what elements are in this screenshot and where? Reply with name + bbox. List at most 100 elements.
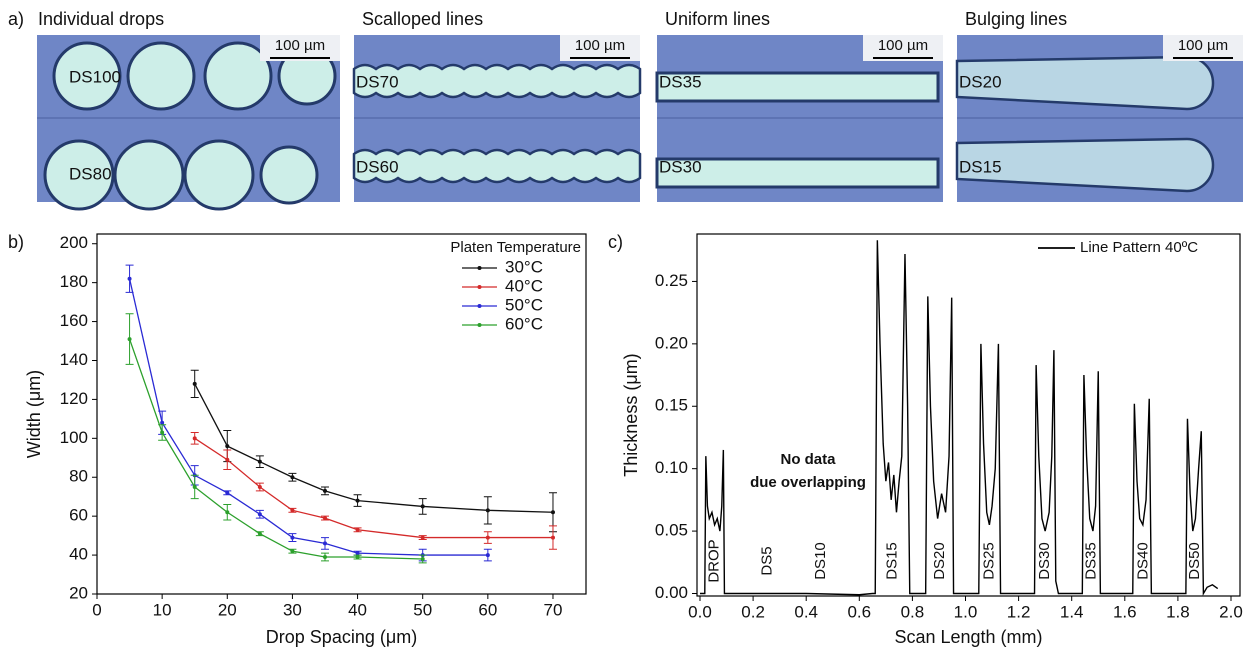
data-point [225,490,230,495]
x-tick-label: 0.6 [847,602,871,621]
image-divider [37,117,340,119]
y-tick-label: 0.00 [655,583,688,602]
legend-label: 30°C [505,257,543,276]
data-point [355,498,360,503]
panel-title: Bulging lines [965,9,1067,29]
data-point [257,512,262,517]
data-point [355,555,360,560]
data-point [160,420,165,425]
y-axis-title: Thickness (μm) [621,353,641,476]
legend-label: 60°C [505,314,543,333]
drop [126,41,196,111]
legend-marker [477,304,482,308]
data-point [225,457,230,462]
legend-marker [477,323,482,327]
micrograph [352,35,642,202]
data-point [192,436,197,441]
ds-label: DS20 [959,72,1002,91]
segment-label: DROP [706,539,723,582]
legend-label: Line Pattern 40ºC [1080,239,1198,256]
panel-label: b) [8,232,24,252]
uniform-line [655,71,940,103]
y-tick-label: 60 [69,506,88,525]
y-axis-title: Width (μm) [24,370,44,458]
x-tick-label: 60 [478,600,497,619]
x-tick-label: 1.2 [1007,602,1031,621]
panel-title: Uniform lines [665,9,770,29]
legend-title: Platen Temperature [450,239,581,256]
series-line [700,240,1219,596]
legend-marker [477,266,482,270]
data-point [127,337,132,342]
ds-label: DS30 [659,157,702,176]
scale-bar-bg [1163,35,1243,61]
data-point [485,553,490,558]
micrograph [655,35,943,202]
y-tick-label: 80 [69,467,88,486]
image-divider [657,117,943,119]
y-tick-label: 100 [60,428,88,447]
legend-label: 50°C [505,295,543,314]
ds-label: DS100 [69,67,121,86]
ds-label: DS60 [356,157,399,176]
data-point [257,484,262,489]
plot-area [125,264,557,564]
scalloped-line [352,63,642,99]
data-point [550,510,555,515]
annotation: due overlapping [750,474,866,491]
panel-label: c) [608,232,623,252]
y-tick-label: 0.15 [655,396,688,415]
x-tick-label: 30 [283,600,302,619]
segment-label: DS10 [812,542,829,580]
ds-label: DS70 [356,72,399,91]
series-line [194,383,553,513]
data-point [192,381,197,386]
micrograph [955,35,1243,202]
data-point [127,276,132,281]
scale-bar-bg [863,35,943,61]
segment-label: DS5 [759,546,776,575]
ds-label: DS15 [959,157,1002,176]
data-point [322,488,327,493]
ds-label: DS35 [659,72,702,91]
data-point [355,527,360,532]
x-tick-label: 10 [153,600,172,619]
y-tick-label: 0.20 [655,333,688,352]
data-point [420,556,425,561]
y-tick-label: 20 [69,583,88,602]
segment-label: DS40 [1134,542,1151,580]
data-point [355,551,360,556]
data-point [290,549,295,554]
scale-bar-label: 100 µm [1178,37,1228,54]
data-point [322,541,327,546]
x-axis-title: Scan Length (mm) [894,627,1042,647]
drop [203,41,273,111]
scale-bar-label: 100 µm [275,37,325,54]
data-point [257,459,262,464]
drop [259,145,319,205]
panel-title: Individual drops [38,9,164,29]
x-tick-label: 0.4 [794,602,818,621]
data-point [420,504,425,509]
scale-bar-label: 100 µm [575,37,625,54]
data-point [420,535,425,540]
uniform-line [655,157,940,189]
data-point [290,475,295,480]
data-point [485,535,490,540]
ds-label: DS80 [69,164,112,183]
panel-label: a) [8,9,24,29]
x-axis-title: Drop Spacing (μm) [266,627,417,647]
x-tick-label: 40 [348,600,367,619]
plot-frame [696,233,1241,597]
y-tick-label: 0.10 [655,458,688,477]
drop [183,139,255,211]
x-tick-label: 1.4 [1060,602,1084,621]
annotation: No data [780,451,836,468]
y-tick-label: 200 [60,233,88,252]
y-tick-label: 120 [60,389,88,408]
plot-frame [96,233,587,595]
y-tick-label: 0.05 [655,521,688,540]
drop [43,139,115,211]
legend-label: 40°C [505,276,543,295]
